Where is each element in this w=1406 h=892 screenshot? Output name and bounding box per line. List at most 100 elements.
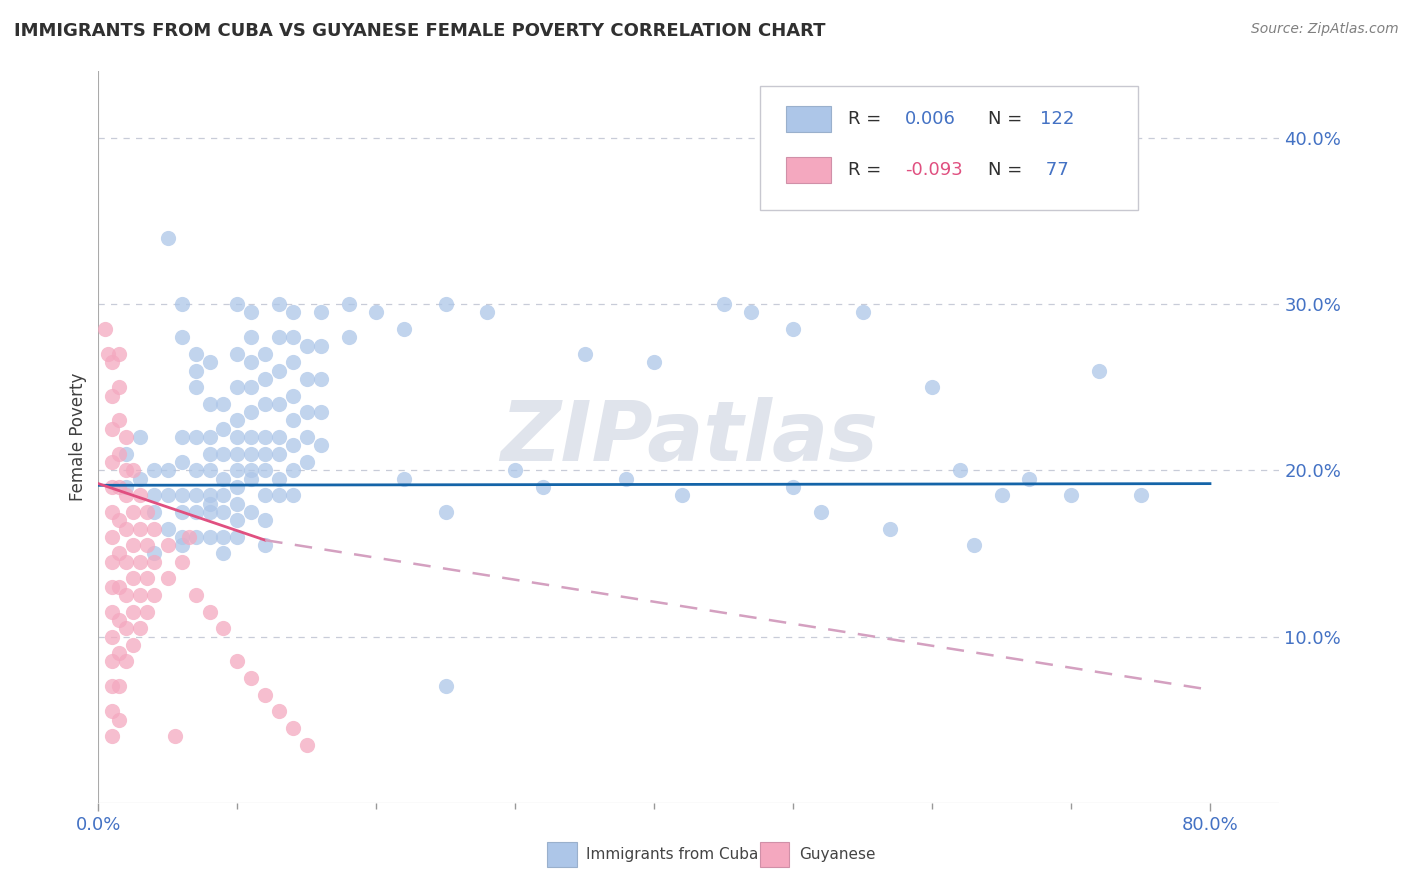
Point xyxy=(267,705,290,719)
Point xyxy=(129,588,152,602)
Point xyxy=(267,472,290,486)
Point xyxy=(115,621,138,635)
Point xyxy=(101,422,124,436)
Point xyxy=(115,555,138,569)
Point xyxy=(170,488,193,502)
Point xyxy=(108,646,131,660)
Text: 77: 77 xyxy=(1039,161,1069,179)
Point xyxy=(240,330,263,344)
Point xyxy=(1129,488,1152,502)
Point xyxy=(170,505,193,519)
Point xyxy=(616,472,638,486)
Point xyxy=(226,380,249,394)
Point xyxy=(990,488,1012,502)
Point xyxy=(226,530,249,544)
Point xyxy=(309,405,332,419)
Point xyxy=(1088,363,1111,377)
Text: R =: R = xyxy=(848,161,887,179)
FancyBboxPatch shape xyxy=(786,157,831,183)
Point xyxy=(143,555,166,569)
Point xyxy=(267,488,290,502)
Point xyxy=(94,322,117,336)
Point xyxy=(240,405,263,419)
Point xyxy=(212,472,235,486)
Text: -0.093: -0.093 xyxy=(905,161,963,179)
Point xyxy=(392,472,415,486)
Point xyxy=(226,413,249,427)
Point xyxy=(101,388,124,402)
Point xyxy=(122,463,145,477)
Point xyxy=(184,363,207,377)
Point xyxy=(503,463,526,477)
Point xyxy=(434,505,457,519)
Point xyxy=(254,538,277,552)
Point xyxy=(949,463,972,477)
Point xyxy=(143,521,166,535)
Point xyxy=(115,430,138,444)
Point xyxy=(170,455,193,469)
Point xyxy=(309,338,332,352)
Text: Guyanese: Guyanese xyxy=(799,847,876,862)
Text: 0.006: 0.006 xyxy=(905,110,956,128)
Point xyxy=(921,380,943,394)
Point xyxy=(281,463,304,477)
Point xyxy=(254,430,277,444)
Point xyxy=(240,305,263,319)
Point xyxy=(177,530,200,544)
Point xyxy=(295,338,318,352)
Point xyxy=(267,363,290,377)
Point xyxy=(122,538,145,552)
Point xyxy=(170,430,193,444)
Point xyxy=(108,580,131,594)
Point xyxy=(198,505,221,519)
Point xyxy=(115,447,138,461)
Text: N =: N = xyxy=(988,161,1028,179)
Point xyxy=(101,680,124,694)
Point xyxy=(240,447,263,461)
Point xyxy=(434,297,457,311)
Point xyxy=(170,555,193,569)
Point xyxy=(122,505,145,519)
Point xyxy=(1018,472,1040,486)
Point xyxy=(108,380,131,394)
Point xyxy=(108,713,131,727)
Point xyxy=(254,447,277,461)
FancyBboxPatch shape xyxy=(786,106,831,132)
Point xyxy=(198,497,221,511)
Point xyxy=(198,530,221,544)
Text: Immigrants from Cuba: Immigrants from Cuba xyxy=(586,847,759,862)
Point xyxy=(101,480,124,494)
Point xyxy=(198,397,221,411)
Point xyxy=(198,447,221,461)
Point xyxy=(108,613,131,627)
Point xyxy=(740,305,762,319)
Point xyxy=(115,480,138,494)
Point xyxy=(143,488,166,502)
Point xyxy=(129,621,152,635)
Point xyxy=(156,463,179,477)
Point xyxy=(852,305,875,319)
Point xyxy=(101,530,124,544)
Point xyxy=(226,480,249,494)
Point xyxy=(108,546,131,560)
Point xyxy=(240,355,263,369)
Point xyxy=(170,330,193,344)
Point xyxy=(198,463,221,477)
Point xyxy=(129,555,152,569)
Point xyxy=(295,738,318,752)
Point xyxy=(226,430,249,444)
Point xyxy=(212,488,235,502)
Point xyxy=(337,297,360,311)
Point xyxy=(97,347,120,361)
Point xyxy=(101,729,124,743)
Point xyxy=(129,521,152,535)
Point xyxy=(184,588,207,602)
Point xyxy=(156,571,179,585)
FancyBboxPatch shape xyxy=(759,842,789,867)
Point xyxy=(163,729,186,743)
Point xyxy=(434,680,457,694)
Point xyxy=(108,480,131,494)
Point xyxy=(531,480,554,494)
Point xyxy=(267,330,290,344)
Point xyxy=(254,463,277,477)
